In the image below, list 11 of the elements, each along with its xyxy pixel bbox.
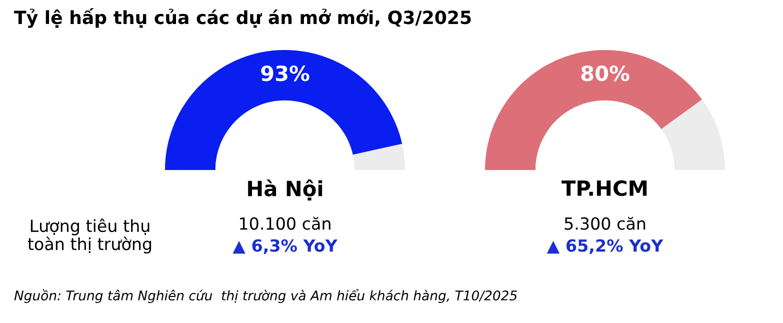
text: 10.100 căn: [240, 216, 330, 230]
text: TP.HCM: [562, 180, 647, 196]
text: Tỷ lệ hấp thụ của các dự án mở mới, Q3/2025: [14, 8, 471, 28]
text: 5.300 căn: [564, 216, 646, 230]
text: Lượng tiêu thụ toàn thị trường: [28, 218, 152, 254]
text: ▲ 6,3% YoY: [232, 239, 338, 254]
text: ▲ 65,2% YoY: [546, 239, 664, 254]
data-label: 93%: [261, 65, 310, 82]
text: Hà Nội: [248, 179, 322, 201]
text: Nguồn: Trung tâm Nghiên cứu thị trường và Am hiểu khách hàng, T10/2025: [14, 288, 517, 304]
data-label: 80%: [581, 65, 630, 82]
